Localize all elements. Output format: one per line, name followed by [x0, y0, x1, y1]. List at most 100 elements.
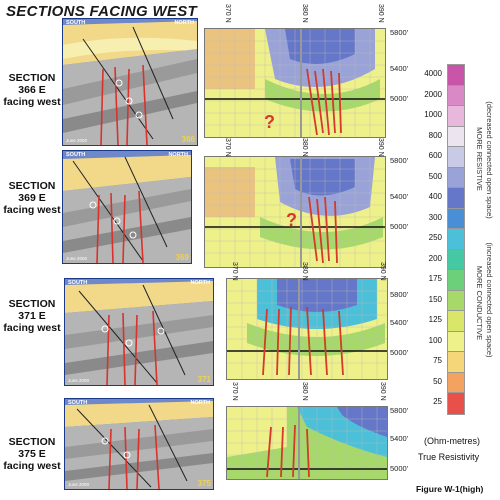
elevation-label: 5400' — [390, 192, 409, 201]
legend-value: 50 — [433, 376, 442, 386]
conductive-note: (increased connected open space) — [485, 242, 494, 358]
north-label: NORTH — [168, 152, 188, 158]
figure-label: Figure W-1(high) — [416, 484, 484, 494]
resistivity-model — [205, 29, 385, 137]
date-label: June 2000 — [66, 256, 88, 261]
south-label: SOUTH — [68, 280, 88, 286]
elevation-label: 5000' — [390, 348, 409, 357]
legend-swatch — [447, 125, 465, 148]
elevation-label: 5400' — [390, 434, 409, 443]
resistive-note: (decreased connected open space) — [485, 101, 494, 219]
legend-swatch — [447, 392, 465, 415]
elevation-label: 5000' — [390, 94, 409, 103]
legend-swatch — [447, 330, 465, 353]
legend-value: 175 — [428, 274, 442, 283]
legend-value: 1000 — [424, 110, 442, 119]
legend-value: 250 — [428, 233, 442, 242]
geology-section-drawing — [63, 19, 197, 145]
geology-panel-366: SOUTH NORTH June 2000 366 — [62, 18, 198, 146]
northing-tick: 380 N — [301, 4, 308, 23]
northing-tick: 390 N — [377, 138, 384, 157]
south-label: SOUTH — [68, 400, 88, 406]
northing-tick: 370 N — [231, 262, 238, 281]
legend-value: 600 — [428, 151, 442, 160]
northing-tick: 370 N — [231, 382, 238, 401]
legend-swatch — [447, 351, 465, 374]
date-label: June 2000 — [66, 138, 88, 143]
legend-swatch — [447, 146, 465, 169]
resistivity-panel-366 — [204, 28, 386, 138]
legend-swatch — [447, 64, 465, 87]
section-number: 366 — [181, 135, 195, 144]
legend-value: 75 — [433, 356, 442, 365]
northing-tick: 390 N — [377, 4, 384, 23]
north-label: NORTH — [190, 400, 210, 406]
elevation-label: 5400' — [390, 318, 409, 327]
northing-tick: 380 N — [301, 138, 308, 157]
resistivity-panel-375 — [226, 406, 388, 480]
conductive-label: MORE CONDUCTIVE — [475, 265, 484, 341]
geology-section-drawing — [63, 151, 191, 263]
resistivity-model — [227, 279, 387, 379]
geology-section-drawing — [65, 279, 213, 385]
legend-value: 400 — [428, 192, 442, 201]
geology-panel-369: SOUTH NORTH June 2000 369 — [62, 150, 192, 264]
northing-tick: 380 N — [301, 382, 308, 401]
elevation-label: 5000' — [390, 464, 409, 473]
elevation-label: 5800' — [390, 28, 409, 37]
legend-caption: True Resistivity — [418, 452, 480, 462]
northing-tick: 390 N — [379, 262, 386, 281]
legend-swatch — [447, 228, 465, 251]
north-label: NORTH — [190, 280, 210, 286]
legend-value: 500 — [428, 171, 442, 181]
northing-tick: 370 N — [224, 4, 231, 23]
section-number: 369 — [175, 253, 189, 262]
question-mark: ? — [264, 112, 275, 132]
section-number: 371 — [197, 375, 211, 384]
resistivity-panel-371 — [226, 278, 388, 380]
legend-value: 100 — [428, 335, 442, 345]
legend-swatch — [447, 248, 465, 271]
south-label: SOUTH — [66, 20, 86, 26]
geology-panel-371: SOUTH NORTH June 2000 371 — [64, 278, 214, 386]
elevation-label: 5800' — [390, 290, 409, 299]
question-mark: ? — [286, 210, 297, 230]
date-label: June 2000 — [68, 482, 90, 487]
legend-swatch — [447, 207, 465, 230]
geology-panel-375: SOUTH NORTH June 2000 375 — [64, 398, 214, 490]
north-label: NORTH — [174, 20, 194, 26]
legend-swatch — [447, 289, 465, 312]
legend-units: (Ohm-metres) — [424, 436, 480, 446]
legend-value: 200 — [428, 253, 442, 263]
section-number: 375 — [197, 479, 211, 488]
legend-value: 800 — [428, 130, 442, 140]
legend-swatch — [447, 84, 465, 107]
resistivity-panel-369 — [204, 156, 386, 268]
northing-tick: 370 N — [224, 138, 231, 157]
elevation-label: 5000' — [390, 222, 409, 231]
legend-value: 25 — [433, 397, 442, 406]
resistivity-model — [227, 407, 387, 479]
legend-value: 125 — [428, 315, 442, 324]
northing-tick: 380 N — [301, 262, 308, 281]
elevation-label: 5800' — [390, 406, 409, 415]
resistive-label: MORE RESISTIVE — [475, 127, 484, 191]
elevation-label: 5800' — [390, 156, 409, 165]
legend-value: 2000 — [424, 89, 442, 99]
legend-swatch — [447, 187, 465, 210]
date-label: June 2000 — [68, 378, 90, 383]
legend-value: 150 — [428, 294, 442, 304]
resistivity-model — [205, 157, 385, 267]
geology-section-drawing — [65, 399, 213, 489]
elevation-label: 5400' — [390, 64, 409, 73]
legend-swatch — [447, 269, 465, 292]
legend-swatch — [447, 166, 465, 189]
page-title: SECTIONS FACING WEST — [6, 3, 198, 20]
legend-swatch — [447, 105, 465, 128]
legend-value: 4000 — [424, 69, 442, 78]
legend-swatch — [447, 371, 465, 394]
